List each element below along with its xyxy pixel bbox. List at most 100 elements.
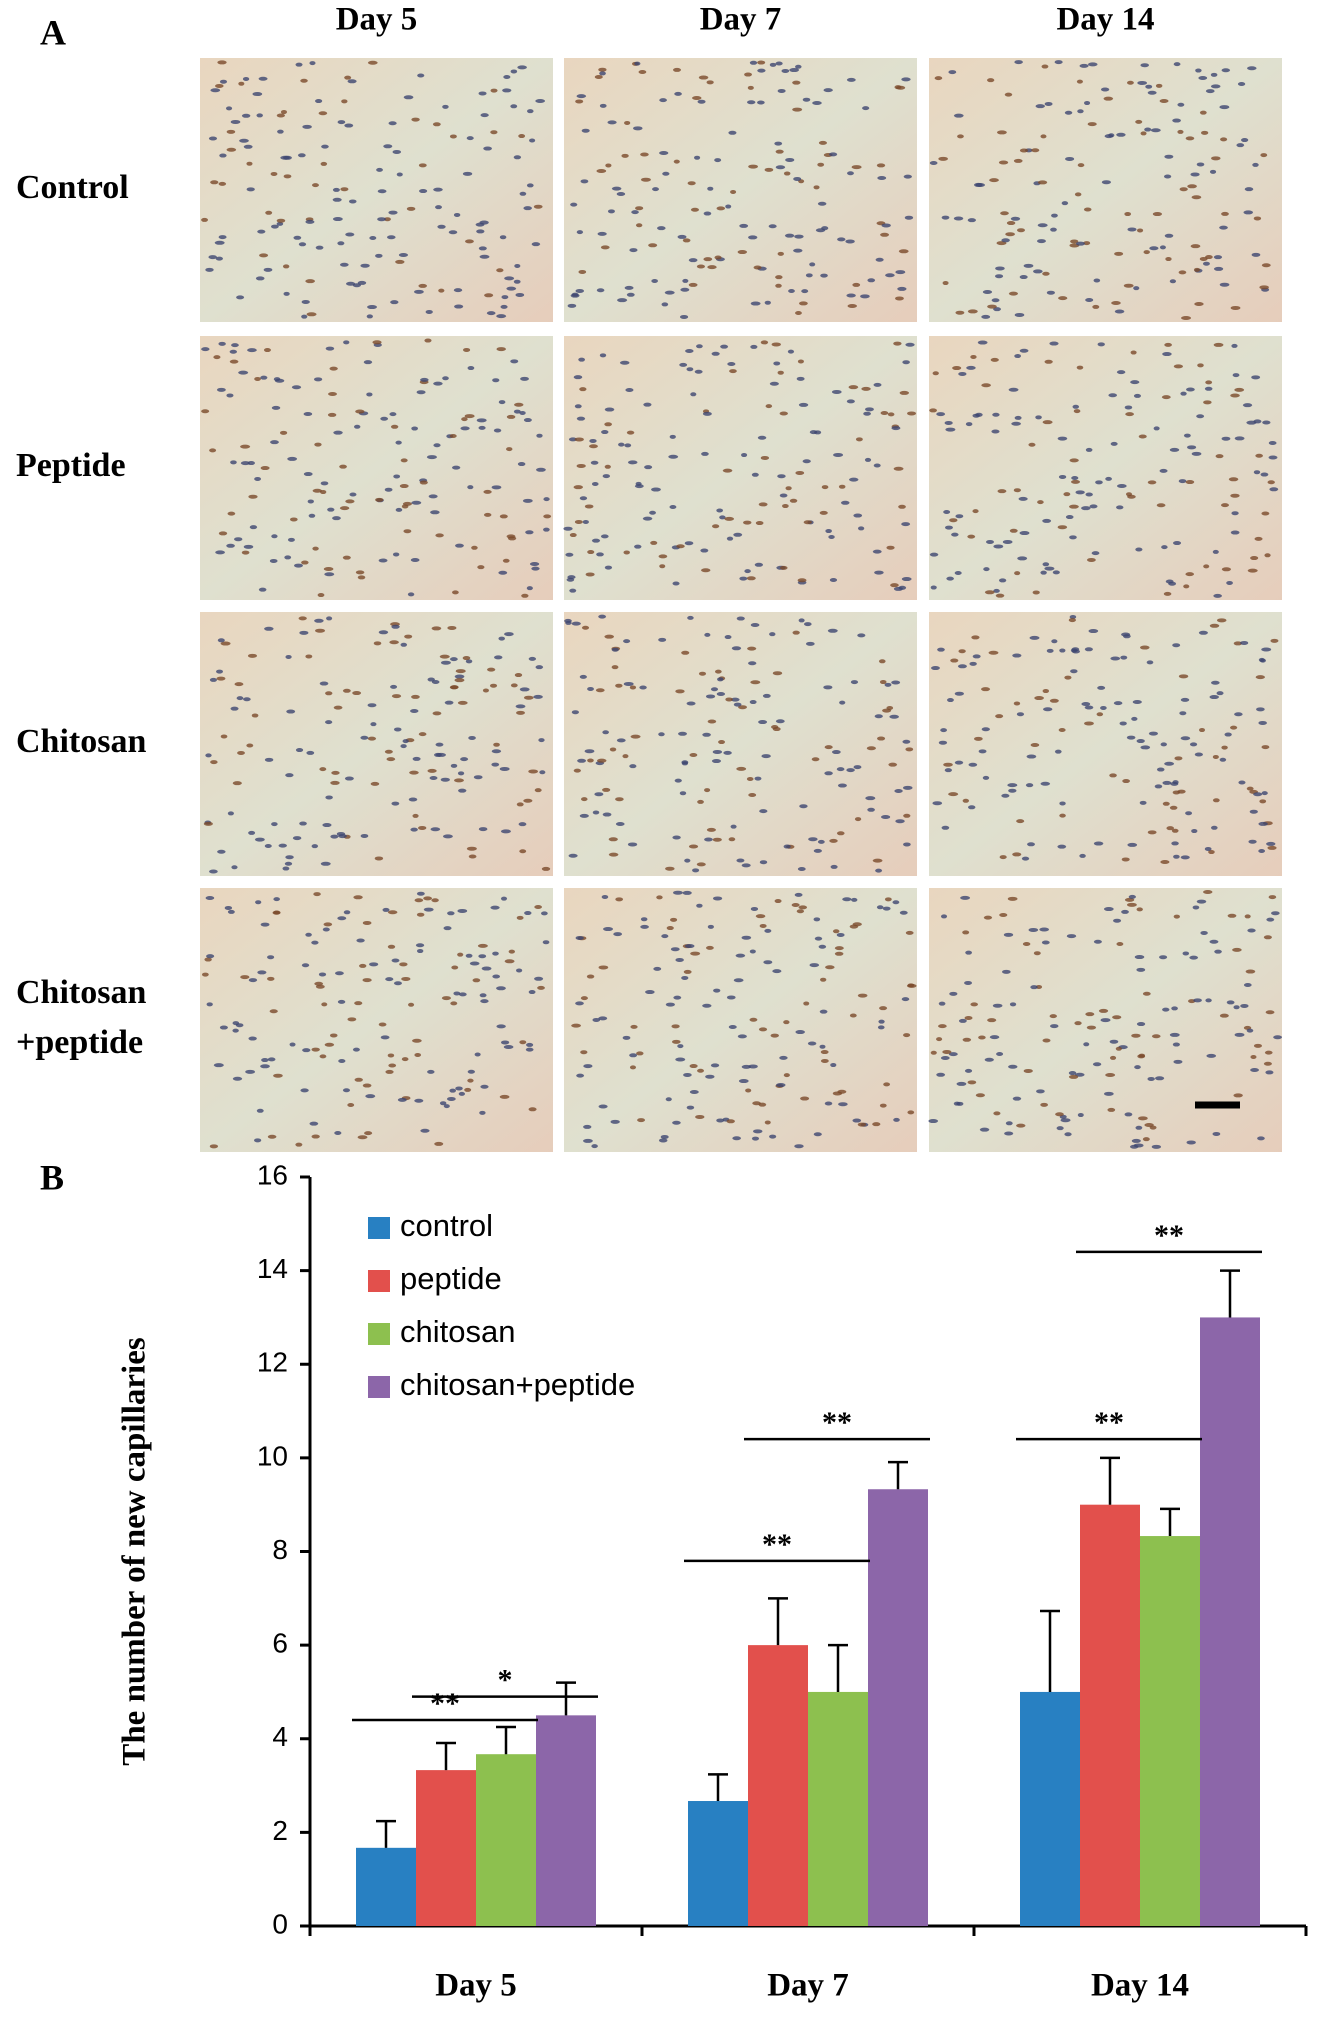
nucleus (1087, 122, 1097, 127)
nucleus (707, 924, 714, 929)
nucleus (1200, 930, 1208, 935)
nucleus (1119, 721, 1127, 726)
bar (476, 1754, 536, 1926)
nucleus (787, 349, 795, 354)
nucleus (403, 95, 414, 100)
nucleus (973, 182, 983, 187)
nucleus (936, 412, 946, 417)
nucleus (327, 412, 337, 417)
nucleus (949, 991, 958, 996)
nucleus (303, 472, 313, 477)
nucleus (895, 270, 906, 275)
nucleus (232, 781, 242, 786)
nucleus (484, 293, 494, 298)
nucleus (380, 1035, 390, 1040)
nucleus (635, 206, 644, 211)
nucleus (1195, 68, 1202, 73)
nucleus (1068, 1071, 1077, 1076)
nucleus (1063, 492, 1071, 497)
nucleus (276, 221, 284, 226)
nucleus (739, 576, 748, 581)
nucleus (363, 360, 373, 365)
nucleus (901, 522, 911, 527)
nucleus (968, 762, 978, 767)
nucleus (1173, 364, 1184, 369)
nucleus (936, 1072, 946, 1077)
nucleus (714, 158, 722, 163)
nucleus (1161, 395, 1171, 400)
nucleus (673, 159, 680, 164)
nucleus (1230, 725, 1238, 730)
nucleus (1151, 1144, 1162, 1149)
nucleus (312, 546, 319, 551)
nucleus (441, 996, 451, 1001)
nucleus (712, 896, 723, 901)
nucleus (805, 273, 813, 278)
nucleus (1012, 653, 1022, 658)
nucleus (1103, 1091, 1114, 1096)
nucleus (627, 460, 638, 465)
nucleus (779, 1055, 788, 1060)
nucleus (533, 694, 543, 699)
nucleus (219, 153, 227, 158)
nucleus (346, 281, 356, 286)
nucleus (993, 544, 1004, 549)
nucleus (634, 544, 642, 549)
nucleus (539, 770, 546, 775)
nucleus (319, 767, 327, 772)
nucleus (1178, 674, 1189, 679)
nucleus (1177, 129, 1184, 134)
nucleus (837, 783, 847, 788)
nucleus (435, 533, 444, 538)
nucleus (491, 485, 502, 490)
nucleus (257, 229, 266, 234)
panel-label: A (40, 12, 66, 52)
nucleus (967, 218, 976, 223)
nucleus (260, 1064, 270, 1069)
nucleus (323, 566, 334, 571)
nucleus (343, 910, 351, 915)
nucleus (541, 911, 548, 916)
nucleus (974, 736, 983, 741)
nucleus (231, 343, 239, 348)
nucleus (1046, 290, 1055, 295)
micrograph (929, 612, 1282, 876)
nucleus (1127, 80, 1134, 85)
nucleus (254, 476, 262, 481)
nucleus (427, 1069, 435, 1074)
nucleus (535, 99, 546, 104)
nucleus (736, 858, 745, 863)
y-tick-label: 2 (272, 1815, 288, 1846)
nucleus (271, 534, 278, 539)
nucleus (718, 740, 726, 745)
nucleus (686, 1105, 695, 1110)
nucleus (1012, 852, 1022, 857)
nucleus (1007, 896, 1018, 901)
nucleus (255, 900, 262, 905)
nucleus (692, 868, 700, 873)
nucleus (598, 67, 607, 72)
nucleus (692, 96, 702, 101)
nucleus (365, 1094, 376, 1099)
nucleus (629, 764, 637, 769)
nucleus (246, 743, 254, 748)
nucleus (857, 633, 866, 638)
nucleus (500, 896, 508, 901)
nucleus (1219, 225, 1228, 230)
nucleus (659, 98, 667, 103)
nucleus (879, 680, 887, 685)
nucleus (319, 681, 329, 686)
nucleus (418, 283, 428, 288)
nucleus (964, 1015, 973, 1020)
nucleus (1025, 783, 1034, 788)
nucleus (385, 1069, 394, 1074)
nucleus (1113, 701, 1123, 706)
nucleus (1033, 951, 1041, 956)
nucleus (454, 674, 465, 679)
nucleus (1100, 87, 1110, 92)
nucleus (1121, 909, 1129, 914)
panel-a: A Day 5 Day 7 Day 14ControlPeptideChitosanC… (16, 2, 1282, 1152)
nucleus (616, 192, 626, 197)
nucleus (469, 961, 480, 966)
micrograph (929, 58, 1282, 322)
